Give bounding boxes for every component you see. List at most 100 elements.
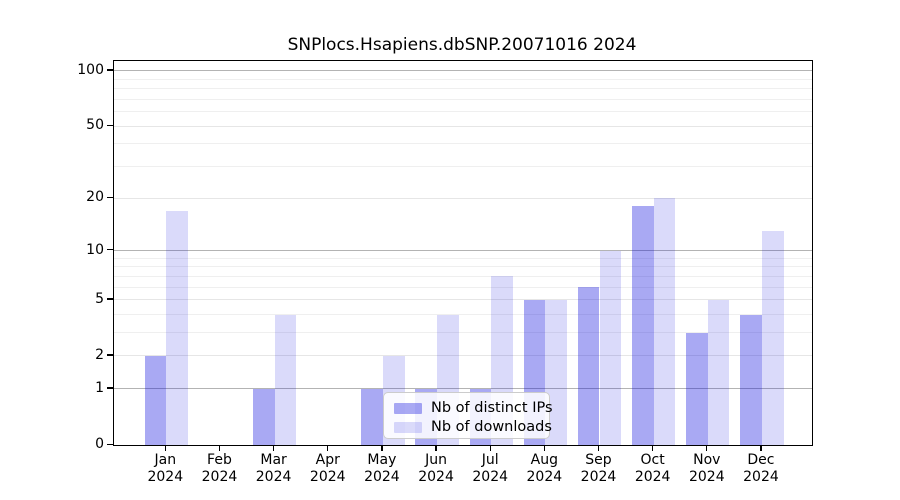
y-gridline-20 (114, 197, 812, 199)
bar-aug-downloads (545, 299, 567, 445)
x-tick-year: 2024 (688, 469, 725, 485)
bar-jan-downloads (166, 210, 188, 445)
bar-nov-distinct-ips (686, 332, 708, 445)
x-tick-month: Sep (585, 452, 612, 468)
x-tick-year: 2024 (580, 469, 617, 485)
x-tick-year: 2024 (526, 469, 563, 485)
legend-item-downloads: Nb of downloads (394, 418, 552, 436)
x-tick-month: Feb (207, 452, 232, 468)
x-tick-mark-oct (652, 445, 654, 451)
y-tick-label: 2 (95, 346, 104, 363)
x-tick-month: Nov (693, 452, 721, 468)
x-tick-mark-aug (543, 445, 546, 451)
bar-jan-distinct-ips (144, 355, 167, 445)
x-tick-label-sep: Sep 2024 (571, 452, 625, 486)
x-tick-label-jan: Jan 2024 (138, 452, 192, 486)
y-gridline-2 (114, 355, 812, 357)
y-tick-mark (107, 249, 113, 251)
x-tick-year: 2024 (634, 469, 671, 485)
y-gridline-minor-3 (114, 332, 812, 334)
y-gridline-100 (114, 70, 812, 72)
y-gridline-minor-8 (114, 266, 812, 268)
x-tick-year: 2024 (147, 469, 184, 485)
x-tick-month: Jun (425, 452, 447, 468)
plot-area: Nb of distinct IPs Nb of downloads (113, 60, 813, 446)
y-gridline-10 (114, 250, 812, 252)
bar-may-distinct-ips (361, 388, 383, 445)
y-tick-label: 20 (86, 189, 104, 206)
x-tick-mark-dec (760, 445, 762, 451)
x-tick-year: 2024 (418, 469, 454, 485)
x-tick-month: Dec (747, 452, 775, 468)
bar-nov-downloads (707, 299, 730, 445)
y-gridline-minor-60 (114, 111, 812, 113)
x-tick-mark-may (381, 445, 383, 451)
y-tick-label: 100 (77, 61, 104, 78)
x-tick-month: Apr (315, 452, 340, 468)
x-tick-label-dec: Dec 2024 (734, 452, 788, 486)
bar-dec-downloads (761, 231, 784, 445)
legend-label-distinct-ips: Nb of distinct IPs (431, 400, 553, 416)
x-tick-mark-jul (489, 445, 491, 451)
bar-sep-downloads (599, 250, 622, 445)
x-tick-mark-nov (706, 445, 708, 451)
y-gridline-1 (114, 388, 812, 390)
x-tick-label-apr: Apr 2024 (301, 452, 355, 486)
y-gridline-minor-40 (114, 143, 812, 145)
x-tick-year: 2024 (364, 469, 400, 485)
x-tick-year: 2024 (743, 469, 779, 485)
x-tick-year: 2024 (472, 469, 509, 485)
x-tick-month: Mar (260, 452, 287, 468)
x-tick-month: Jan (154, 452, 177, 468)
y-gridline-minor-4 (114, 314, 812, 315)
x-tick-year: 2024 (309, 469, 346, 485)
bar-oct-downloads (653, 198, 676, 445)
x-tick-month: Oct (640, 452, 665, 468)
bar-oct-distinct-ips (632, 206, 654, 445)
legend-swatch-downloads (394, 421, 422, 433)
bar-mar-distinct-ips (252, 388, 275, 445)
x-tick-mark-jan (164, 445, 166, 451)
y-tick-mark (107, 196, 113, 198)
x-tick-mark-sep (597, 445, 600, 451)
y-tick-mark (107, 443, 113, 445)
y-tick-label: 5 (95, 290, 104, 307)
y-tick-label: 1 (95, 379, 104, 396)
x-tick-label-aug: Aug 2024 (517, 452, 571, 486)
x-tick-mark-feb (218, 445, 221, 451)
bar-sep-distinct-ips (577, 287, 600, 445)
x-tick-month: Aug (530, 452, 558, 468)
y-tick-mark (107, 387, 113, 389)
x-tick-year: 2024 (255, 469, 292, 485)
y-gridline-minor-6 (114, 286, 812, 288)
y-tick-label: 50 (86, 117, 104, 134)
y-gridline-minor-7 (114, 275, 812, 277)
y-gridline-50 (114, 125, 812, 127)
legend-swatch-distinct-ips (394, 402, 422, 414)
x-tick-mark-apr (327, 445, 329, 451)
y-tick-mark (107, 124, 113, 126)
x-tick-label-mar: Mar 2024 (247, 452, 301, 486)
legend: Nb of distinct IPs Nb of downloads (383, 392, 553, 439)
y-tick-label: 10 (86, 241, 104, 258)
x-tick-label-may: May 2024 (355, 452, 409, 486)
y-gridline-minor-80 (114, 88, 812, 90)
y-tick-label: 0 (95, 436, 104, 452)
bar-dec-distinct-ips (740, 314, 762, 445)
x-tick-mark-mar (273, 445, 275, 451)
x-tick-month: Jul (481, 452, 499, 468)
y-gridline-5 (114, 299, 812, 301)
x-tick-year: 2024 (201, 469, 238, 485)
bar-mar-downloads (274, 314, 297, 445)
y-gridline-minor-9 (114, 257, 812, 259)
x-tick-label-jul: Jul 2024 (463, 452, 517, 486)
chart-title: SNPlocs.Hsapiens.dbSNP.20071016 2024 (287, 35, 637, 55)
legend-item-distinct-ips: Nb of distinct IPs (394, 399, 553, 417)
y-gridline-minor-30 (114, 166, 812, 168)
x-tick-mark-jun (435, 445, 437, 451)
x-tick-label-jun: Jun 2024 (409, 452, 463, 486)
x-tick-month: May (367, 452, 397, 468)
y-tick-mark (107, 354, 113, 356)
y-gridline-minor-90 (114, 78, 812, 80)
